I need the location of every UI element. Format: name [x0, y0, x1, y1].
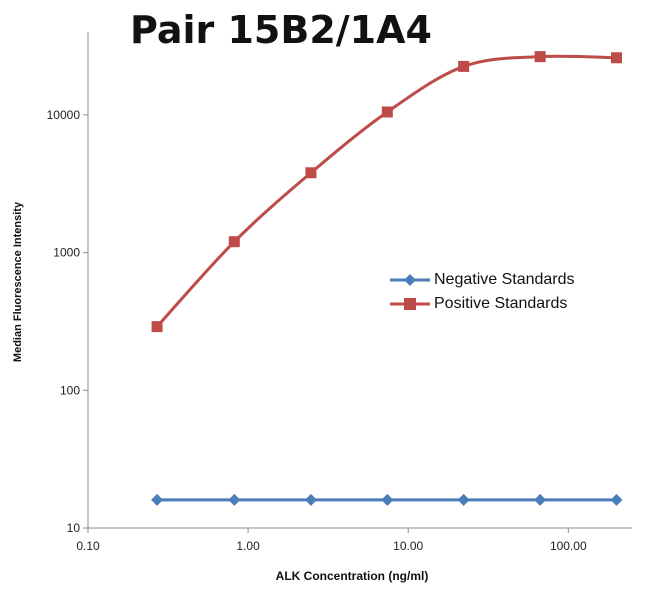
- data-point-negative: [534, 493, 547, 506]
- data-point-positive: [151, 321, 163, 333]
- data-point-positive: [305, 167, 317, 179]
- y-tick-label: 1000: [53, 246, 80, 260]
- x-tick-label: 1.00: [236, 539, 260, 553]
- x-tick-label: 10.00: [393, 539, 423, 553]
- data-point-negative: [151, 493, 164, 506]
- y-axis-label: Median Fluorescence Intensity: [12, 201, 24, 363]
- y-tick-label: 100: [60, 383, 80, 397]
- legend-label-negative: Negative Standards: [434, 271, 575, 288]
- data-point-positive: [381, 106, 393, 118]
- x-tick-label: 100.00: [550, 539, 587, 553]
- legend-item-positive: Positive Standards: [390, 292, 575, 316]
- legend: Negative Standards Positive Standards: [390, 268, 575, 316]
- legend-label-positive: Positive Standards: [434, 295, 568, 312]
- data-point-positive: [228, 236, 240, 248]
- legend-swatch-positive: [390, 298, 430, 310]
- x-axis-label: ALK Concentration (ng/ml): [275, 569, 429, 583]
- data-point-negative: [228, 493, 241, 506]
- data-point-positive: [458, 60, 470, 72]
- data-point-positive: [610, 52, 622, 64]
- data-point-negative: [457, 493, 470, 506]
- y-tick-label: 10: [67, 521, 81, 535]
- data-point-negative: [304, 493, 317, 506]
- y-tick-label: 10000: [47, 108, 81, 122]
- legend-swatch-negative: [390, 274, 430, 286]
- data-point-negative: [610, 493, 623, 506]
- x-tick-label: 0.10: [76, 539, 100, 553]
- data-point-positive: [534, 51, 546, 63]
- legend-item-negative: Negative Standards: [390, 268, 575, 292]
- chart-title: Pair 15B2/1A4: [130, 8, 432, 52]
- data-point-negative: [381, 493, 394, 506]
